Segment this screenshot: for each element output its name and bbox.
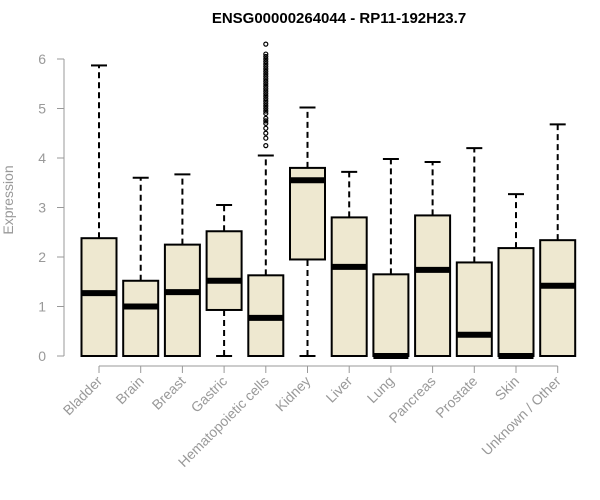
box-unknown-other — [539, 123, 577, 357]
outlier-point — [263, 98, 269, 104]
box-kidney — [289, 106, 326, 357]
x-category-label: Lung — [364, 373, 397, 406]
box-brain — [122, 176, 160, 358]
outlier-point — [263, 105, 269, 112]
box-iqr — [163, 243, 201, 357]
box-iqr — [205, 230, 243, 311]
outlier-point — [263, 86, 269, 92]
outlier-point — [263, 100, 269, 107]
outlier-point — [263, 125, 269, 131]
y-tick-label: 3 — [38, 200, 46, 216]
outlier-point — [263, 61, 269, 67]
box-lung — [372, 157, 410, 359]
box-iqr — [497, 247, 535, 357]
y-tick-label: 4 — [38, 150, 46, 166]
box-skin — [497, 193, 535, 359]
box-iqr — [122, 279, 160, 358]
chart-title: ENSG00000264044 - RP11-192H23.7 — [212, 10, 466, 27]
box-iqr — [330, 216, 368, 357]
outlier-point — [263, 88, 269, 94]
box-hematopoietic-cells — [247, 41, 285, 357]
x-category-label: Liver — [323, 373, 356, 406]
y-tick-label: 0 — [38, 348, 46, 364]
x-category-label: Breast — [149, 373, 189, 413]
outlier-point — [263, 81, 269, 87]
x-category-label: Kidney — [272, 373, 314, 415]
x-category-label: Skin — [492, 373, 523, 404]
outlier-point — [263, 66, 269, 72]
boxes-group — [80, 41, 577, 359]
box-pancreas — [414, 160, 452, 357]
x-category-label: Unknown / Other — [478, 373, 564, 459]
x-category-label: Brain — [112, 373, 146, 407]
y-axis: 0 1 2 3 4 5 6 — [38, 51, 65, 364]
outlier-point — [263, 91, 269, 97]
outlier-point — [263, 71, 269, 77]
box-gastric — [205, 204, 243, 357]
box-iqr — [455, 261, 493, 358]
box-bladder — [80, 64, 118, 357]
outlier-point — [263, 118, 269, 124]
y-tick-label: 5 — [38, 101, 46, 117]
y-tick-label: 1 — [38, 299, 46, 315]
box-liver — [330, 170, 368, 357]
box-prostate — [455, 147, 493, 358]
outlier-point — [263, 110, 269, 117]
outlier-point — [263, 103, 269, 109]
box-breast — [163, 173, 201, 357]
y-tick-label: 6 — [38, 51, 46, 67]
outlier-point — [263, 83, 269, 89]
outlier-point — [263, 120, 269, 126]
outlier-point — [263, 58, 269, 65]
outlier-point — [263, 108, 269, 114]
outlier-point — [263, 135, 269, 141]
outlier-point — [263, 143, 269, 149]
outlier-point — [263, 95, 269, 102]
y-axis-label: Expression — [0, 165, 16, 234]
outlier-point — [263, 115, 269, 122]
box-iqr — [80, 237, 118, 357]
outlier-point — [263, 53, 269, 60]
outlier-point — [263, 130, 269, 136]
outlier-point — [263, 93, 269, 99]
outlier-point — [263, 78, 269, 84]
outlier-point — [263, 63, 269, 70]
outlier-point — [263, 56, 269, 62]
box-iqr — [414, 214, 452, 357]
x-category-label: Prostate — [432, 373, 480, 421]
outlier-point — [263, 41, 269, 47]
outlier-point — [263, 76, 269, 82]
x-category-label: Bladder — [60, 373, 106, 419]
y-tick-label: 2 — [38, 249, 46, 265]
outlier-point — [263, 73, 269, 79]
box-iqr — [539, 239, 577, 357]
outlier-point — [263, 68, 269, 74]
box-iqr — [372, 273, 410, 358]
outlier-point — [263, 51, 269, 57]
